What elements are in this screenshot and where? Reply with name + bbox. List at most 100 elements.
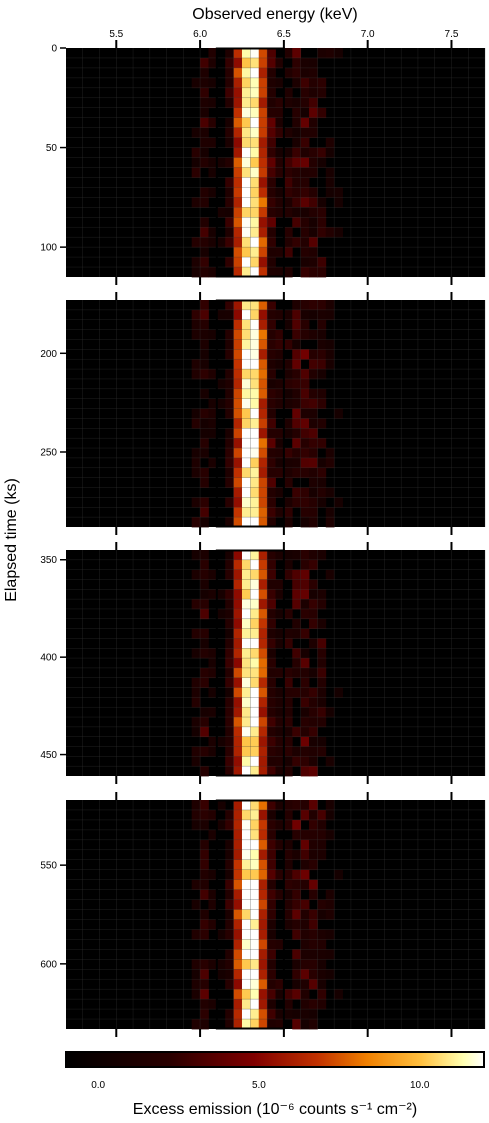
heatmap-cell: [267, 969, 276, 980]
heatmap-cell: [309, 369, 318, 380]
heatmap-cell: [233, 217, 243, 228]
heatmap-cell: [275, 378, 285, 390]
heatmap-cell: [292, 107, 302, 119]
heatmap-cell: [300, 117, 310, 129]
heatmap-cell: [283, 267, 293, 278]
heatmap-cell: [300, 467, 310, 479]
heatmap-cell: [292, 127, 302, 139]
heatmap-cell: [283, 398, 293, 409]
heatmap-cell: [250, 869, 260, 881]
heatmap-cell: [300, 177, 310, 188]
heatmap-cell: [233, 349, 243, 360]
heatmap-cell: [233, 319, 243, 331]
heatmap-cell: [200, 448, 209, 459]
heatmap-cell: [267, 177, 276, 188]
heatmap-cell: [225, 309, 234, 321]
heatmap-cell: [267, 569, 276, 580]
heatmap-cell: [250, 628, 260, 639]
heatmap-cell: [208, 428, 218, 439]
heatmap-cell: [250, 48, 260, 59]
heatmap-cell: [325, 300, 335, 311]
heatmap-cell: [208, 48, 218, 59]
heatmap-cell: [233, 309, 243, 321]
heatmap-cell: [325, 507, 335, 518]
heatmap-cell: [200, 388, 209, 400]
heatmap-cell: [283, 197, 293, 208]
heatmap-cell: [292, 67, 302, 79]
heatmap-cell: [225, 969, 234, 980]
heatmap-cell: [258, 979, 268, 990]
heatmap-cell: [258, 859, 268, 871]
heatmap-cell: [300, 869, 310, 881]
heatmap-cell: [208, 589, 218, 600]
heatmap-cell: [317, 300, 327, 311]
heatmap-cell: [233, 677, 243, 688]
heatmap-cell: [250, 349, 260, 360]
heatmap-cell: [292, 428, 302, 439]
heatmap-cell: [317, 339, 327, 350]
heatmap-cell: [325, 889, 335, 900]
heatmap-cell: [300, 999, 310, 1010]
heatmap-cell: [267, 707, 276, 718]
heatmap-cell: [309, 147, 318, 158]
heatmap-cell: [317, 197, 327, 208]
heatmap-cell: [258, 87, 268, 99]
heatmap-cell: [309, 398, 318, 409]
heatmap-cell: [191, 746, 201, 757]
heatmap-cell: [225, 819, 234, 831]
heatmap-cell: [300, 247, 310, 258]
heatmap-cell: [292, 919, 302, 930]
heatmap-cell: [250, 448, 260, 459]
heatmap-cell: [191, 147, 201, 158]
heatmap-cell: [267, 809, 276, 821]
heatmap-cell: [200, 579, 209, 590]
heatmap-cell: [267, 197, 276, 208]
heatmap-cell: [250, 57, 260, 69]
heatmap-cell: [225, 648, 234, 659]
heatmap-cell: [233, 869, 243, 881]
heatmap-cell: [267, 628, 276, 639]
y-tick-label: 100: [40, 243, 57, 254]
heatmap-cell: [250, 418, 260, 429]
heatmap-cell: [292, 569, 302, 580]
heatmap-cell: [258, 608, 268, 620]
heatmap-cell: [200, 648, 209, 659]
heatmap-cell: [292, 147, 302, 158]
heatmap-cell: [250, 167, 260, 178]
heatmap-cell: [250, 809, 260, 821]
heatmap-cell: [233, 859, 243, 871]
heatmap-cell: [225, 467, 234, 479]
heatmap-cell: [275, 766, 285, 777]
heatmap-cell: [250, 959, 260, 970]
heatmap-cell: [309, 237, 318, 248]
heatmap-cell: [216, 157, 226, 168]
heatmap-cell: [208, 329, 218, 340]
heatmap-cell: [309, 187, 318, 198]
heatmap-cell: [233, 899, 243, 910]
heatmap-cell: [292, 398, 302, 409]
heatmap-cell: [309, 849, 318, 861]
heatmap-cell: [200, 257, 209, 268]
heatmap-cell: [241, 247, 251, 258]
heatmap-cell: [250, 599, 260, 610]
heatmap-cell: [267, 339, 276, 350]
heatmap-cell: [267, 388, 276, 400]
heatmap-cell: [267, 859, 276, 871]
heatmap-cell: [309, 487, 318, 498]
heatmap-cell: [241, 237, 251, 248]
heatmap-cell: [275, 589, 285, 600]
heatmap-cell: [250, 579, 260, 590]
heatmap-cell: [292, 438, 302, 449]
heatmap-cell: [258, 147, 268, 158]
heatmap-cell: [309, 477, 318, 488]
heatmap-cell: [200, 717, 209, 728]
heatmap-cell: [275, 608, 285, 620]
x-tick-label: 5.5: [109, 29, 123, 40]
heatmap-cell: [283, 147, 293, 158]
heatmap-cell: [258, 869, 268, 881]
heatmap-cell: [309, 999, 318, 1010]
heatmap-cell: [267, 589, 276, 600]
heatmap-cell: [225, 77, 234, 89]
heatmap-cell: [317, 677, 327, 688]
heatmap-cell: [191, 879, 201, 891]
